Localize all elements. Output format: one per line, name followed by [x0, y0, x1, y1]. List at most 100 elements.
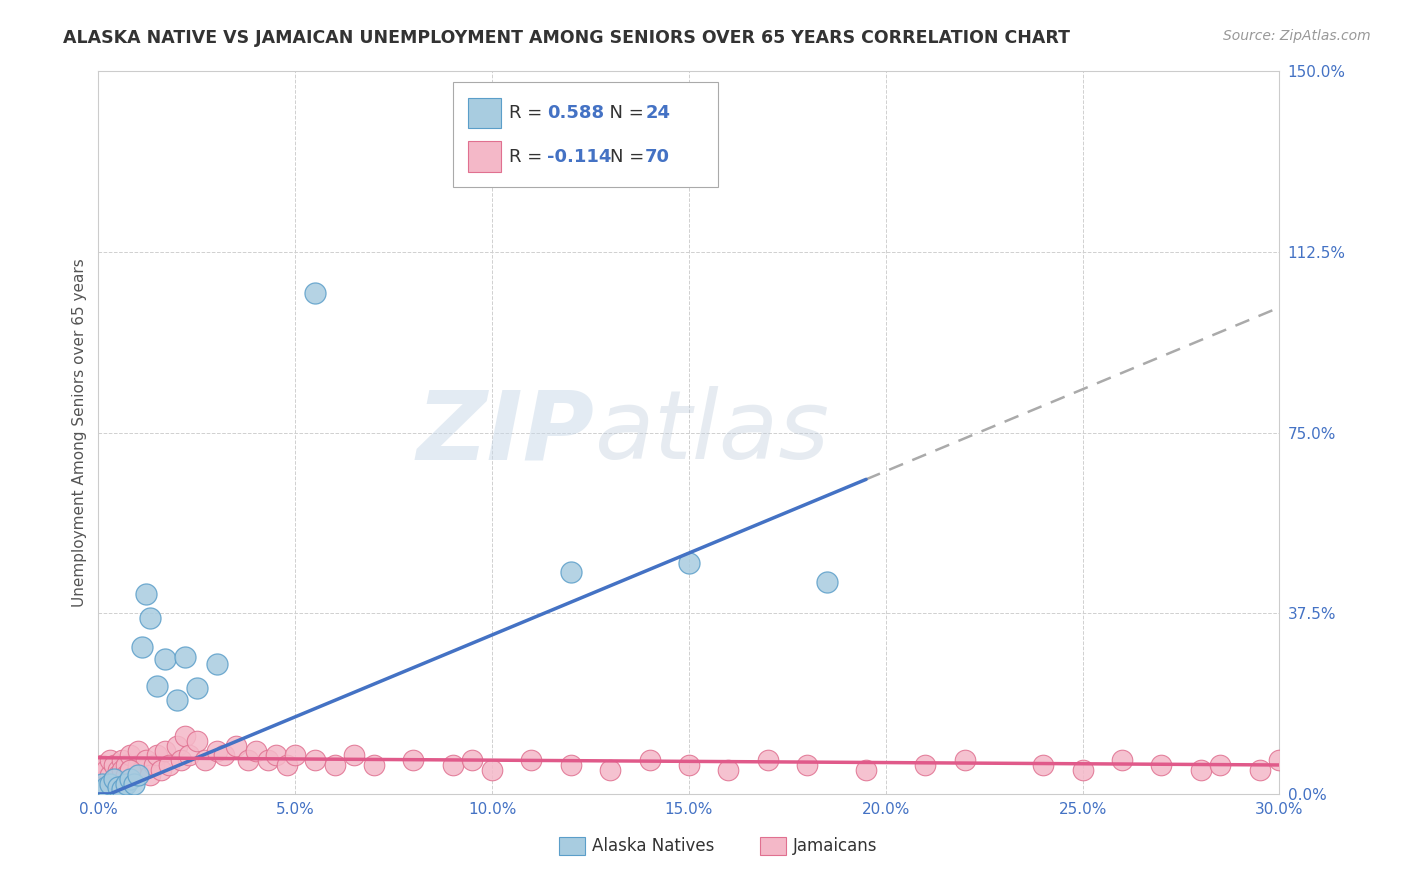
Point: [815, 574, 838, 589]
Point: [122, 767, 145, 781]
Point: [205, 657, 228, 671]
Point: [118, 772, 141, 787]
Text: Alaska Natives: Alaska Natives: [592, 837, 714, 855]
Point: [560, 566, 582, 580]
FancyBboxPatch shape: [468, 142, 501, 172]
Point: [1249, 763, 1271, 777]
Point: [91, 767, 114, 781]
Point: [796, 758, 818, 772]
Text: Jamaicans: Jamaicans: [793, 837, 877, 855]
Point: [855, 763, 877, 777]
Point: [111, 763, 134, 777]
Point: [103, 772, 125, 787]
Point: [127, 767, 149, 781]
Point: [118, 763, 141, 777]
Point: [146, 678, 169, 692]
Point: [1032, 758, 1054, 772]
Point: [1150, 758, 1173, 772]
Text: 24: 24: [645, 104, 671, 122]
Text: atlas: atlas: [595, 386, 830, 479]
Point: [276, 758, 298, 772]
Point: [155, 652, 177, 666]
Point: [107, 763, 129, 777]
Point: [174, 649, 197, 664]
Point: [142, 758, 165, 772]
Point: [157, 758, 180, 772]
Point: [150, 763, 173, 777]
Point: [170, 753, 193, 767]
Point: [560, 758, 582, 772]
Point: [284, 748, 307, 763]
Point: [107, 780, 129, 794]
Point: [131, 640, 153, 654]
Point: [481, 763, 503, 777]
Point: [1268, 753, 1291, 767]
Point: [118, 763, 141, 777]
Point: [678, 556, 700, 570]
Point: [174, 729, 197, 743]
Point: [520, 753, 543, 767]
Point: [138, 767, 160, 781]
Point: [236, 753, 259, 767]
Text: R =: R =: [509, 104, 548, 122]
Point: [323, 758, 346, 772]
Point: [304, 285, 326, 300]
Point: [402, 753, 425, 767]
Y-axis label: Unemployment Among Seniors over 65 years: Unemployment Among Seniors over 65 years: [72, 259, 87, 607]
Point: [363, 758, 385, 772]
Point: [138, 611, 160, 625]
Point: [186, 681, 208, 695]
Point: [1209, 758, 1232, 772]
Point: [98, 767, 121, 781]
Point: [177, 748, 200, 763]
Point: [256, 753, 278, 767]
Point: [186, 734, 208, 748]
Text: N =: N =: [610, 147, 650, 166]
Point: [103, 758, 125, 772]
Point: [96, 772, 118, 787]
Point: [441, 758, 464, 772]
Point: [131, 763, 153, 777]
Text: Source: ZipAtlas.com: Source: ZipAtlas.com: [1223, 29, 1371, 43]
Point: [98, 753, 121, 767]
Point: [1111, 753, 1133, 767]
Point: [205, 743, 228, 757]
Point: [304, 753, 326, 767]
Point: [111, 753, 134, 767]
Point: [96, 782, 118, 797]
Point: [91, 758, 114, 772]
Text: N =: N =: [598, 104, 650, 122]
Point: [166, 693, 188, 707]
Point: [122, 777, 145, 791]
FancyBboxPatch shape: [468, 98, 501, 128]
Point: [96, 780, 118, 794]
FancyBboxPatch shape: [453, 82, 718, 187]
Point: [127, 758, 149, 772]
Point: [118, 748, 141, 763]
Point: [111, 782, 134, 797]
Point: [599, 763, 621, 777]
Point: [343, 748, 366, 763]
Point: [461, 753, 484, 767]
Point: [1071, 763, 1094, 777]
Point: [914, 758, 936, 772]
Point: [91, 777, 114, 791]
Point: [214, 748, 236, 763]
Point: [135, 587, 157, 601]
Point: [264, 748, 287, 763]
Text: R =: R =: [509, 147, 548, 166]
Point: [678, 758, 700, 772]
Point: [103, 772, 125, 787]
Text: 0.588: 0.588: [547, 104, 605, 122]
FancyBboxPatch shape: [560, 837, 585, 855]
Text: -0.114: -0.114: [547, 147, 612, 166]
Point: [717, 763, 740, 777]
Point: [127, 743, 149, 757]
Point: [115, 758, 138, 772]
Text: ZIP: ZIP: [416, 386, 595, 479]
Point: [1189, 763, 1212, 777]
Point: [115, 777, 138, 791]
Point: [953, 753, 976, 767]
Text: ALASKA NATIVE VS JAMAICAN UNEMPLOYMENT AMONG SENIORS OVER 65 YEARS CORRELATION C: ALASKA NATIVE VS JAMAICAN UNEMPLOYMENT A…: [63, 29, 1070, 46]
Text: 70: 70: [645, 147, 671, 166]
